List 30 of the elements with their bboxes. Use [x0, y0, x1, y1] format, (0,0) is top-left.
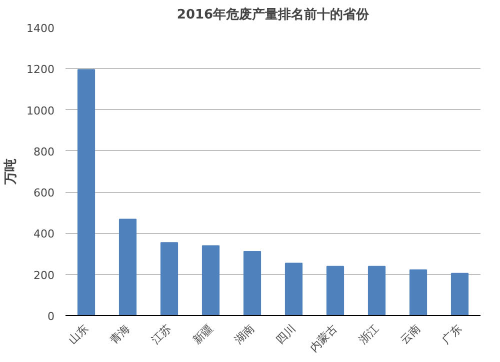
x-tick-label: 新疆 — [190, 322, 216, 347]
x-tick-label: 江苏 — [149, 322, 174, 347]
x-tick-label: 青海 — [108, 322, 132, 347]
chart-title: 2016年危废产量排名前十的省份 — [176, 6, 370, 22]
y-tick-label: 200 — [34, 268, 55, 282]
bar — [368, 266, 386, 316]
y-tick-label: 600 — [34, 186, 55, 200]
y-tick-label: 1400 — [26, 22, 55, 35]
y-tick-label: 0 — [48, 310, 54, 323]
x-tick-label: 广东 — [440, 322, 464, 347]
bar — [284, 262, 303, 316]
bar — [202, 245, 220, 316]
y-axis-title: 万吨 — [4, 158, 19, 186]
y-tick-label: 400 — [34, 228, 55, 241]
y-tick-label: 1000 — [26, 104, 55, 118]
x-tick-label: 云南 — [398, 322, 423, 347]
y-tick-label: 1200 — [26, 63, 55, 76]
x-tick-label: 浙江 — [356, 322, 382, 347]
bar — [160, 242, 178, 316]
x-tick-label: 内蒙古 — [307, 322, 340, 354]
bar — [77, 69, 96, 316]
bar — [118, 218, 137, 316]
bar — [450, 272, 469, 316]
bar — [243, 251, 262, 316]
x-tick-label: 山东 — [66, 322, 91, 347]
x-tick-label: 湖南 — [232, 322, 257, 347]
bar — [326, 266, 344, 316]
x-tick-label: 四川 — [274, 322, 298, 347]
y-tick-label: 800 — [34, 145, 55, 158]
bar — [409, 269, 428, 316]
